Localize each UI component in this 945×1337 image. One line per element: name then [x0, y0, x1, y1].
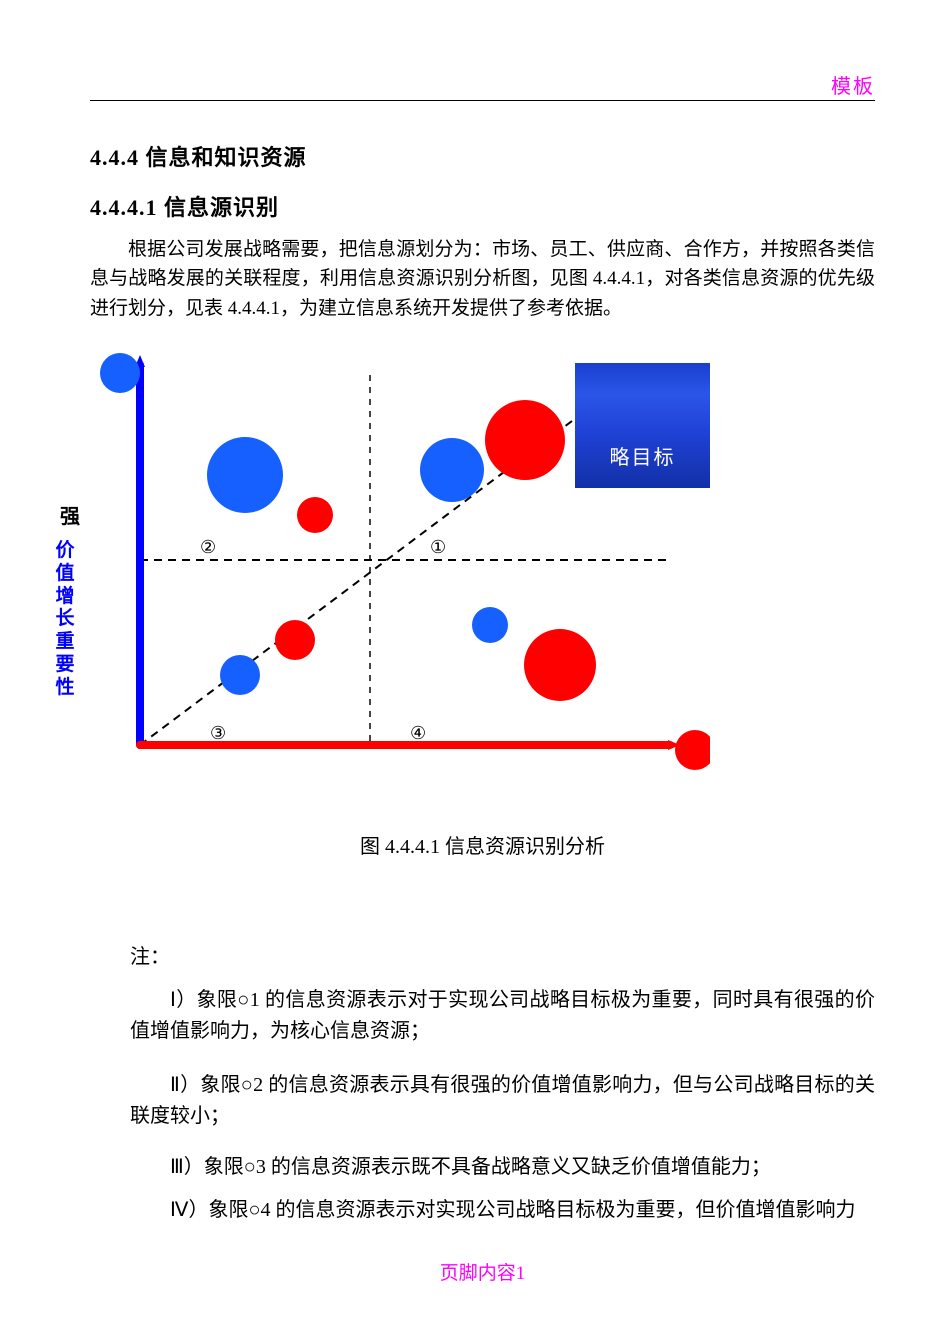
header-tag: 模板: [831, 70, 875, 99]
notes-heading: 注：: [130, 940, 170, 969]
svg-text:①: ①: [430, 537, 446, 557]
note-2: Ⅱ）象限○2 的信息资源表示具有很强的价值增值影响力，但与公司战略目标的关联度较…: [130, 1070, 875, 1132]
note-3: Ⅲ）象限○3 的信息资源表示既不具备战略意义又缺乏价值增值能力；: [130, 1152, 875, 1183]
page: 模板 4.4.4 信息和知识资源 4.4.4.1 信息源识别 根据公司发展战略需…: [90, 70, 875, 1277]
svg-text:②: ②: [200, 537, 216, 557]
figure-caption: 图 4.4.4.1 信息资源识别分析: [90, 830, 875, 859]
goal-box-text: 略目标: [610, 441, 676, 470]
intro-paragraph: 根据公司发展战略需要，把信息源划分为：市场、员工、供应商、合作方，并按照各类信息…: [90, 235, 875, 323]
note-4: Ⅳ）象限○4 的信息资源表示对实现公司战略目标极为重要，但价值增值影响力: [130, 1195, 875, 1226]
svg-text:③: ③: [210, 723, 226, 743]
heading-4-4-4: 4.4.4 信息和知识资源: [90, 140, 307, 172]
note-1: Ⅰ）象限○1 的信息资源表示对于实现公司战略目标极为重要，同时具有很强的价值增值…: [130, 985, 875, 1047]
quadrant-chart: ① ② ③ ④ 略目标: [70, 345, 710, 785]
page-footer: 页脚内容1: [90, 1258, 875, 1285]
svg-text:④: ④: [410, 723, 426, 743]
goal-box: 略目标: [575, 363, 710, 488]
header-rule: [90, 100, 875, 101]
heading-4-4-4-1: 4.4.4.1 信息源识别: [90, 190, 279, 222]
